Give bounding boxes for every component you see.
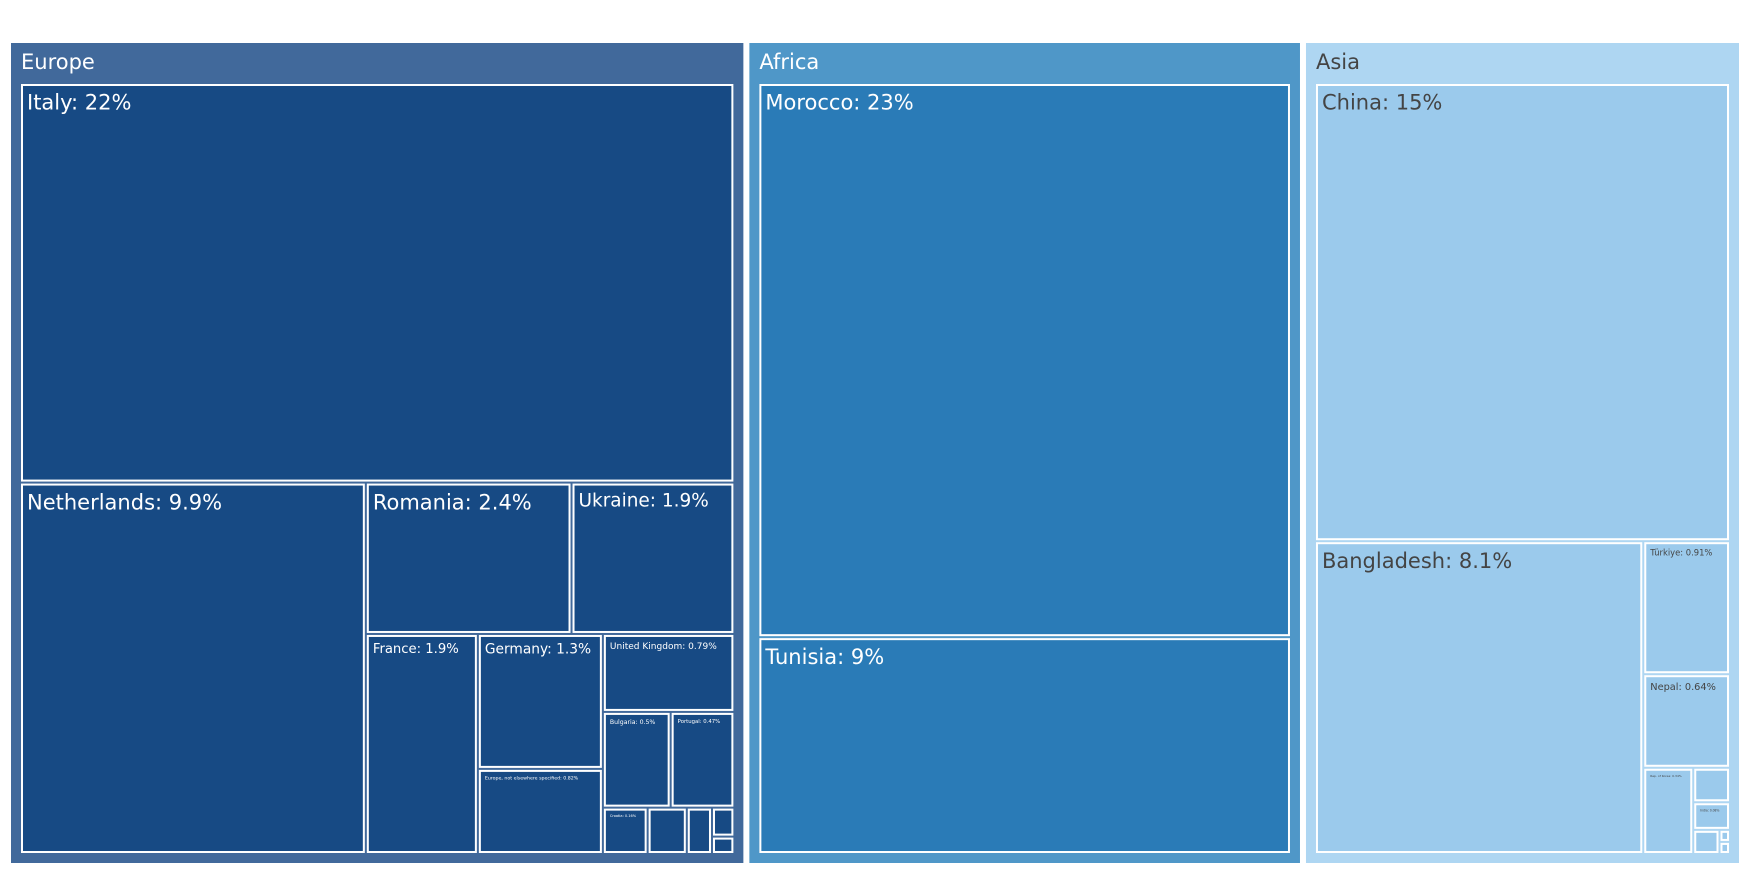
tile-label: Netherlands: 9.9% bbox=[27, 490, 222, 514]
group-label: Europe bbox=[21, 50, 95, 74]
tile-label: India: 0.08% bbox=[1700, 808, 1719, 812]
tile bbox=[603, 808, 647, 853]
tile bbox=[1644, 768, 1693, 854]
tile-label: Tunisia: 9% bbox=[764, 645, 884, 669]
tile bbox=[1694, 768, 1730, 802]
tile-label: United Kingdom: 0.79% bbox=[610, 642, 717, 652]
tile-label: Croatia: 0.16% bbox=[610, 814, 637, 818]
tile-label: China: 15% bbox=[1322, 91, 1442, 115]
tile-label: Rep. of Korea: 0.34% bbox=[1650, 774, 1682, 778]
tile-label: Italy: 22% bbox=[27, 91, 131, 115]
tile bbox=[603, 712, 670, 807]
tile bbox=[1644, 675, 1729, 767]
tile bbox=[1694, 803, 1730, 829]
tile-label: Türkiye: 0.91% bbox=[1649, 548, 1712, 558]
tile bbox=[21, 483, 365, 853]
tile bbox=[759, 638, 1290, 853]
tile bbox=[671, 712, 734, 807]
tile-label: Bulgaria: 0.5% bbox=[610, 719, 656, 726]
tile bbox=[712, 808, 734, 836]
tile-label: Ukraine: 1.9% bbox=[579, 491, 709, 512]
tile-label: Nepal: 0.64% bbox=[1650, 682, 1716, 693]
tile bbox=[478, 769, 602, 853]
tile-label: Morocco: 23% bbox=[765, 91, 913, 115]
tile bbox=[1315, 542, 1643, 854]
tile bbox=[366, 634, 477, 854]
tile bbox=[572, 483, 734, 633]
tile bbox=[1644, 542, 1729, 674]
tile-label: Portugal: 0.47% bbox=[678, 719, 721, 725]
tile bbox=[478, 634, 602, 768]
tile bbox=[712, 837, 734, 854]
group-label: Asia bbox=[1316, 50, 1360, 74]
tile bbox=[648, 808, 686, 853]
tile-label: France: 1.9% bbox=[373, 642, 459, 657]
tile bbox=[603, 634, 734, 711]
tile-label: Europe, not elsewhere specified: 0.82% bbox=[485, 776, 579, 782]
tile-label: Romania: 2.4% bbox=[373, 490, 532, 514]
tile-label: Bangladesh: 8.1% bbox=[1322, 549, 1512, 573]
tile bbox=[1720, 842, 1730, 854]
group-label: Africa bbox=[759, 50, 819, 74]
tile bbox=[759, 84, 1290, 637]
tile bbox=[1720, 830, 1730, 841]
tile bbox=[687, 808, 711, 853]
tile bbox=[21, 84, 734, 482]
tile bbox=[1694, 830, 1719, 853]
tile bbox=[1315, 84, 1729, 541]
tile bbox=[366, 483, 571, 633]
tile-label: Germany: 1.3% bbox=[485, 642, 591, 658]
